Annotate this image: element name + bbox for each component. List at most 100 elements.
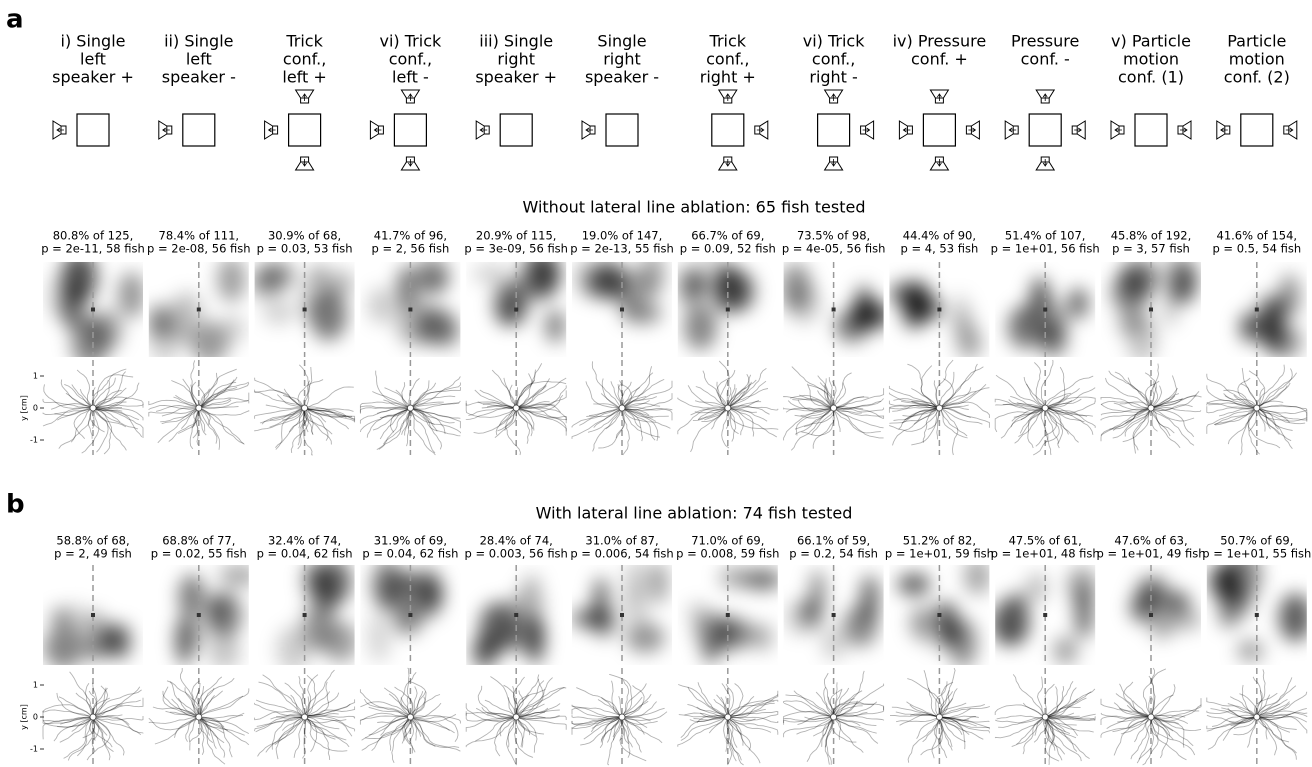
- trajectory: [198, 716, 225, 744]
- condition-label: v) Particle: [1111, 32, 1191, 51]
- trajectory: [699, 712, 728, 719]
- density-blob: [218, 565, 249, 587]
- trajectory: [198, 407, 206, 432]
- trajectory: [1256, 407, 1293, 449]
- start-point: [89, 404, 97, 412]
- trajectory: [1138, 716, 1155, 760]
- trajectory: [938, 371, 955, 409]
- trajectory: [53, 716, 94, 742]
- trajectory: [56, 692, 94, 718]
- trajectory: [304, 681, 330, 718]
- trajectory: [92, 371, 126, 409]
- trajectory: [265, 716, 305, 753]
- trajectory: [720, 696, 729, 718]
- trajectory: [410, 716, 455, 734]
- trajectory: [725, 407, 730, 429]
- trajectory: [994, 398, 1046, 409]
- trajectory: [388, 693, 411, 718]
- stat-label: 80.8% of 125,: [53, 229, 134, 243]
- trajectory: [621, 407, 671, 429]
- trajectory: [304, 716, 348, 752]
- trajectory: [486, 404, 517, 409]
- trajectory: [297, 407, 306, 450]
- trajectory: [1241, 684, 1258, 718]
- density-blob: [718, 566, 751, 589]
- trajectory: [591, 716, 623, 729]
- speaker-arrow: [56, 127, 64, 133]
- trajectory: [922, 716, 940, 743]
- trajectory: [938, 716, 953, 748]
- trajectory: [726, 716, 742, 761]
- center-marker: [1254, 307, 1259, 312]
- trajectory: [254, 714, 305, 732]
- trajectory: [1256, 716, 1291, 733]
- trajectory: [1044, 716, 1071, 735]
- condition-label: Particle: [1227, 32, 1286, 51]
- trajectory: [719, 369, 736, 409]
- heatmap-blobs: [995, 566, 1096, 665]
- density-blob: [592, 576, 609, 623]
- trajectory: [1045, 387, 1080, 409]
- heatmap: [254, 262, 355, 357]
- trajectory: [821, 716, 834, 747]
- density-blob: [787, 283, 822, 324]
- trajectory: [401, 716, 413, 744]
- trajectory: [727, 407, 778, 438]
- trajectory: [832, 690, 863, 718]
- trajectory: [677, 716, 729, 747]
- center-marker: [196, 613, 201, 617]
- trajectory: [1256, 387, 1265, 409]
- trajectory: [516, 716, 546, 720]
- trajectory: [1127, 377, 1152, 409]
- trajectory: [92, 389, 122, 409]
- trajectory: [892, 407, 940, 446]
- trajectory: [610, 381, 623, 409]
- trajectory: [727, 716, 779, 724]
- density-blob: [809, 569, 826, 610]
- density-blob: [522, 574, 542, 598]
- trajectory: [191, 680, 200, 718]
- trajectory: [198, 716, 214, 743]
- trajectory: [304, 407, 346, 418]
- speaker-arrow: [302, 93, 307, 101]
- speaker-arrow: [267, 127, 276, 133]
- trajectory: [42, 716, 94, 740]
- trajectory: [601, 697, 623, 718]
- density-blob: [1067, 287, 1089, 320]
- trajectory: [619, 716, 625, 741]
- trajectory: [484, 699, 517, 718]
- trajectory: [1150, 375, 1178, 409]
- trajectory: [148, 399, 199, 409]
- trajectory: [833, 705, 863, 718]
- stat-label: 68.8% of 77,: [162, 534, 235, 548]
- trajectory: [727, 690, 779, 718]
- trajectory: [621, 693, 652, 718]
- trajectory: [1122, 407, 1152, 443]
- trajectory: [171, 698, 199, 718]
- trajectory: [1100, 407, 1152, 421]
- trajectory: [70, 407, 94, 443]
- trajectory: [1044, 716, 1090, 759]
- trajectory: [92, 407, 95, 429]
- trajectory: [304, 674, 319, 718]
- trajectory: [1150, 714, 1186, 718]
- heatmap: [677, 262, 778, 357]
- condition-label: left: [80, 50, 106, 69]
- trajectory: [721, 407, 730, 449]
- start-point: [1041, 713, 1049, 721]
- heatmap-blobs: [254, 262, 355, 341]
- trajectory: [938, 716, 948, 759]
- trajectory: [180, 407, 200, 430]
- trajectory: [1045, 400, 1096, 414]
- trajectory: [1044, 407, 1060, 443]
- trajectory: [1100, 403, 1152, 413]
- trajectory: [939, 716, 977, 727]
- trajectory: [1012, 674, 1046, 718]
- trajectory: [1150, 668, 1167, 718]
- trajectory: [680, 716, 728, 741]
- arena: [182, 113, 216, 147]
- heatmap: [572, 262, 672, 357]
- trajectory: [92, 407, 139, 421]
- trajectory: [516, 407, 567, 421]
- trajectory: [571, 704, 623, 718]
